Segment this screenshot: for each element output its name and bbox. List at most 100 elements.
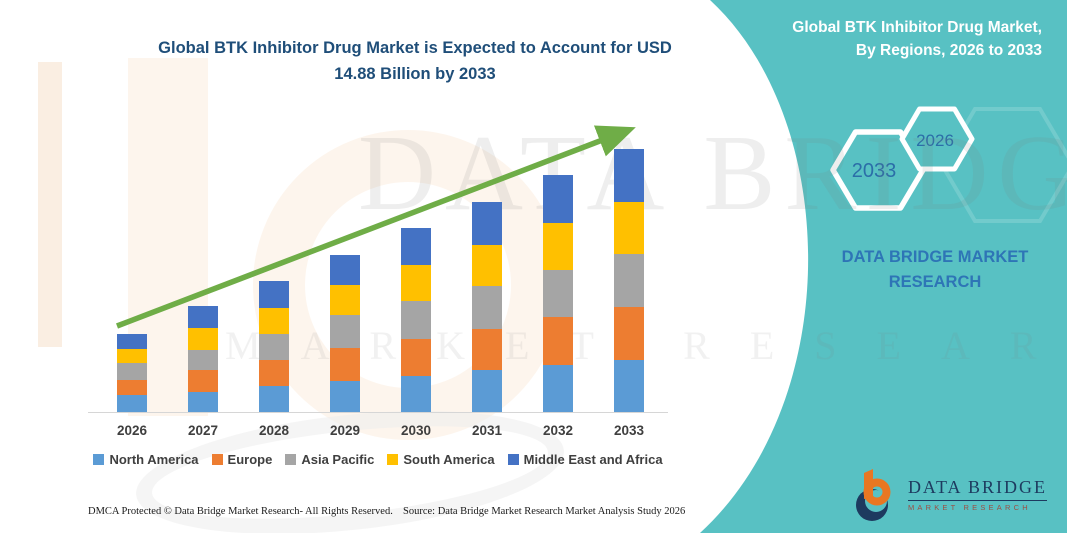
hexagon-2026-label: 2026: [916, 131, 954, 150]
logo-b-stem: [863, 469, 873, 499]
bar-segment-2029-south-america: [330, 285, 360, 316]
legend-label: South America: [403, 452, 495, 467]
legend-item-europe: Europe: [211, 452, 273, 467]
bar-segment-2032-asia-pacific: [543, 269, 573, 318]
bar-segment-2031-south-america: [472, 244, 502, 287]
bar-segment-2028-europe: [259, 360, 289, 387]
bar-segment-2030-south-america: [401, 264, 431, 302]
footer-source: Source: Data Bridge Market Research Mark…: [403, 506, 686, 517]
bar-segment-2031-asia-pacific: [472, 286, 502, 329]
bar-segment-2031-europe: [472, 328, 502, 371]
legend-swatch: [387, 454, 399, 465]
side-panel-heading: Global BTK Inhibitor Drug Market, By Reg…: [722, 16, 1042, 63]
bar-segment-2027-south-america: [188, 328, 218, 350]
x-axis-label-2032: 2032: [542, 423, 574, 438]
x-axis-labels: 2026 2027 2028 2029 2030 2031 2032 2033: [88, 423, 668, 443]
stacked-bar-chart: [88, 100, 668, 413]
footer-copyright: DMCA Protected © Data Bridge Market Rese…: [88, 506, 393, 517]
bar-segment-2028-middle-east-and-africa: [259, 281, 289, 308]
legend-item-north-america: North America: [93, 452, 199, 467]
bar-segment-2029-north-america: [330, 380, 360, 412]
bar-segment-2033-asia-pacific: [614, 254, 644, 308]
side-panel-heading-line1: Global BTK Inhibitor Drug Market,: [792, 19, 1042, 36]
bar-segment-2028-north-america: [259, 386, 289, 412]
chart-title: Global BTK Inhibitor Drug Market is Expe…: [145, 36, 685, 87]
databridge-logo: DATA BRIDGE MARKET RESEARCH: [848, 467, 1047, 523]
bar-segment-2029-europe: [330, 347, 360, 381]
x-axis-label-2027: 2027: [187, 423, 219, 438]
bar-segment-2029-asia-pacific: [330, 315, 360, 348]
databridge-logo-icon: [855, 469, 891, 521]
brand-text-line2: RESEARCH: [888, 272, 982, 291]
bar-segment-2029-middle-east-and-africa: [330, 254, 360, 286]
bar-2026: [117, 333, 147, 412]
chart-title-line2: 14.88 Billion by 2033: [334, 64, 496, 83]
bar-segment-2032-middle-east-and-africa: [543, 175, 573, 223]
legend-label: Asia Pacific: [301, 452, 375, 467]
x-axis-label-2026: 2026: [116, 423, 148, 438]
bar-segment-2032-south-america: [543, 222, 573, 270]
logo-subtitle: MARKET RESEARCH: [907, 502, 1031, 512]
chart-title-line1: Global BTK Inhibitor Drug Market is Expe…: [158, 39, 672, 57]
bar-segment-2031-middle-east-and-africa: [472, 201, 502, 245]
legend-swatch: [211, 454, 223, 465]
brand-text: DATA BRIDGE MARKET RESEARCH: [815, 245, 1055, 295]
bar-segment-2027-middle-east-and-africa: [188, 305, 218, 329]
bar-segment-2027-asia-pacific: [188, 349, 218, 371]
logo-name: DATA BRIDGE: [907, 477, 1047, 498]
x-axis-label-2030: 2030: [400, 423, 432, 438]
legend-label: Europe: [227, 452, 273, 467]
bar-segment-2026-europe: [117, 380, 147, 395]
x-axis-label-2029: 2029: [329, 423, 361, 438]
legend-label: North America: [109, 452, 199, 467]
bar-segment-2032-north-america: [543, 364, 573, 412]
bar-segment-2030-middle-east-and-africa: [401, 228, 431, 265]
logo-divider: [907, 499, 1047, 501]
bar-segment-2032-europe: [543, 317, 573, 365]
teal-swoosh-shape: [700, 0, 1067, 533]
bar-segment-2027-europe: [188, 370, 218, 392]
bar-segment-2030-asia-pacific: [401, 301, 431, 339]
bar-2028: [259, 281, 289, 412]
bar-segment-2026-middle-east-and-africa: [117, 333, 147, 350]
bar-segment-2033-middle-east-and-africa: [614, 149, 644, 203]
bar-segment-2026-south-america: [117, 349, 147, 364]
bar-2029: [330, 254, 360, 412]
trend-arrow-line: [116, 125, 636, 329]
x-axis-label-2033: 2033: [613, 423, 645, 438]
bar-2030: [401, 228, 431, 412]
hexagon-2026: [899, 106, 975, 172]
x-axis-label-2031: 2031: [471, 423, 503, 438]
bar-segment-2028-south-america: [259, 307, 289, 334]
bar-segment-2033-europe: [614, 307, 644, 360]
x-axis-label-2028: 2028: [258, 423, 290, 438]
legend-swatch: [285, 454, 297, 465]
logo-text-block: DATA BRIDGE MARKET RESEARCH: [907, 477, 1047, 512]
bar-segment-2026-north-america: [117, 394, 147, 412]
bar-2031: [472, 201, 502, 412]
side-panel-heading-line2: By Regions, 2026 to 2033: [855, 42, 1042, 60]
brand-text-line1: DATA BRIDGE MARKET: [841, 248, 1029, 266]
legend-item-asia-pacific: Asia Pacific: [285, 452, 374, 467]
legend-swatch: [507, 454, 519, 465]
bar-2027: [188, 305, 218, 412]
bar-2032: [543, 175, 573, 412]
bar-segment-2030-europe: [401, 338, 431, 376]
bar-segment-2027-north-america: [188, 391, 218, 412]
legend-item-south-america: South America: [387, 452, 495, 467]
hexagon-2033-label: 2033: [852, 160, 897, 182]
bar-segment-2033-north-america: [614, 359, 644, 412]
legend-item-middle-east-and-africa: Middle East and Africa: [507, 452, 663, 467]
hexagon-2033: [830, 129, 926, 211]
bar-segment-2028-asia-pacific: [259, 333, 289, 361]
trend-arrow: [116, 125, 636, 329]
bar-segment-2033-south-america: [614, 202, 644, 255]
legend-label: Middle East and Africa: [523, 452, 663, 467]
bar-segment-2026-asia-pacific: [117, 363, 147, 381]
bar-2033: [614, 149, 644, 412]
bar-segment-2031-north-america: [472, 370, 502, 412]
bar-segment-2030-north-america: [401, 375, 431, 412]
legend-swatch: [93, 454, 105, 465]
